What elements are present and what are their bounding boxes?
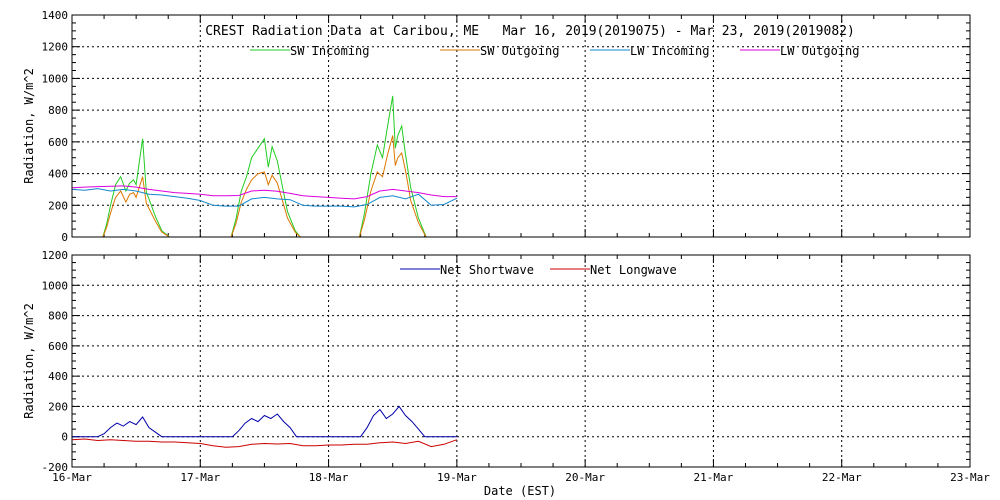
series-line-net-shortwave [72,405,457,438]
series-line-net-longwave [71,438,458,448]
series-line-lw-outgoing [71,185,457,200]
y-tick-label: 1200 [42,41,69,54]
x-tick-label: 23-Mar [950,471,990,484]
plot-frame [71,14,971,238]
y-tick-label: 400 [48,370,68,383]
legend-label-lw-outgoing: LW Outgoing [780,44,859,58]
y-tick-label: 400 [48,168,68,181]
x-tick-label: 16-Mar [52,471,92,484]
legend-label-sw-outgoing: SW Outgoing [480,44,559,58]
x-tick-label: 18-Mar [309,471,349,484]
y-tick-label: 1400 [42,9,69,22]
series-line-sw-incoming [72,95,457,238]
y-tick-label: 0 [61,431,68,444]
page-title: CREST Radiation Data at Caribou, ME Mar … [205,24,855,39]
y-tick-label: 1200 [42,249,69,262]
x-tick-label: 22-Mar [822,471,862,484]
legend-label-sw-incoming: SW Incoming [290,44,369,58]
bottom-panel: -200 0 200 400 600 800 1000 1200 Radiation, W/m^… [22,249,990,484]
legend-label-net-longwave: Net Longwave [590,263,677,277]
y-tick-label: 1000 [42,72,69,85]
legend-label-net-shortwave: Net Shortwave [440,263,534,277]
top-panel: 0 200 400 600 800 1000 1200 1400 Radiation, W/m^… [22,9,971,244]
y-tick-label: 800 [48,104,68,117]
y-tick-label: 600 [48,136,68,149]
y-tick-label: -200 [42,461,69,474]
y-tick-label: 1000 [42,279,69,292]
series-line-lw-incoming [71,188,458,208]
legend-label-lw-incoming: LW Incoming [630,44,709,58]
y-tick-label: 600 [48,340,68,353]
y-axis-label: Radiation, W/m^2 [22,303,36,419]
x-axis-label: Date (EST) [484,484,556,498]
x-tick-label: 17-Mar [180,471,220,484]
y-tick-label: 0 [61,231,68,244]
x-tick-label: 21-Mar [694,471,734,484]
y-tick-label: 200 [48,400,68,413]
plot-frame [71,254,971,468]
y-tick-label: 200 [48,199,68,212]
y-tick-label: 800 [48,310,68,323]
y-axis-label: Radiation, W/m^2 [22,68,36,184]
series-line-sw-outgoing [72,135,457,238]
x-tick-label: 20-Mar [565,471,605,484]
x-tick-label: 19-Mar [437,471,477,484]
